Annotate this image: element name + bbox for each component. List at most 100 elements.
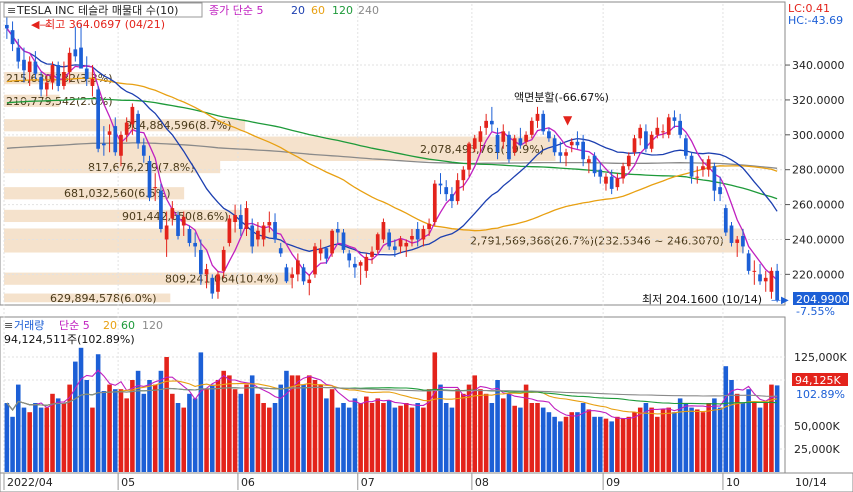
volume-bar bbox=[540, 407, 546, 472]
candle bbox=[27, 56, 32, 86]
candle bbox=[164, 211, 169, 257]
low-label: 최저 204.1600 (10/14) bbox=[642, 293, 762, 306]
volume-bars bbox=[4, 347, 780, 472]
volume-bar bbox=[67, 384, 72, 472]
candle-body bbox=[712, 166, 717, 191]
volume-bar bbox=[563, 416, 569, 472]
candle-body bbox=[353, 263, 357, 268]
candle bbox=[604, 173, 608, 191]
candle-body bbox=[404, 242, 409, 247]
volume-bar bbox=[672, 412, 677, 472]
volume-bar bbox=[227, 375, 232, 472]
candle bbox=[763, 270, 768, 292]
volume-bar bbox=[461, 393, 466, 472]
ma120-label: 120 bbox=[332, 4, 353, 17]
volume-bar bbox=[364, 396, 369, 472]
volume-bar bbox=[267, 407, 272, 472]
candle bbox=[324, 246, 329, 264]
candle-body bbox=[267, 222, 272, 226]
candle-body bbox=[290, 274, 295, 278]
volume-bar bbox=[215, 380, 221, 472]
volume-bar bbox=[546, 412, 552, 472]
candle-body bbox=[159, 190, 163, 229]
volume-ma20-label: 20 bbox=[103, 319, 117, 332]
volume-ma120-line bbox=[6, 386, 778, 411]
candle bbox=[16, 38, 21, 69]
candle-body bbox=[381, 222, 386, 240]
volume-axis-label: 125,000K bbox=[794, 351, 847, 364]
candle bbox=[90, 65, 95, 97]
candle bbox=[113, 117, 118, 156]
candle-body bbox=[626, 155, 631, 167]
volume-profile-label: 210,779,542(2.0%) bbox=[6, 95, 113, 108]
candle-body bbox=[278, 248, 283, 254]
candle bbox=[432, 180, 437, 226]
candle-body bbox=[552, 138, 557, 153]
volume-bar bbox=[329, 389, 335, 472]
candle-body bbox=[170, 208, 175, 219]
candle-body bbox=[119, 134, 123, 156]
ticker-box[interactable] bbox=[3, 2, 203, 18]
candle bbox=[701, 159, 705, 177]
candle bbox=[39, 72, 43, 97]
volume-bar bbox=[712, 398, 717, 472]
candle-body bbox=[318, 248, 323, 254]
candle bbox=[381, 218, 386, 243]
candle-body bbox=[4, 24, 9, 29]
ma5-line bbox=[6, 28, 778, 281]
date-axis-label: 05 bbox=[121, 476, 135, 489]
date-axis-label: 09 bbox=[606, 476, 620, 489]
volume-bar bbox=[221, 370, 226, 472]
candle bbox=[689, 152, 694, 184]
candle-body bbox=[198, 249, 203, 275]
last-pct-label: -7.55% bbox=[796, 305, 835, 318]
candle bbox=[529, 117, 534, 139]
volume-bar bbox=[683, 403, 689, 472]
volume-bar bbox=[284, 370, 289, 472]
volume-bar bbox=[609, 421, 614, 472]
candle bbox=[227, 215, 232, 247]
candle bbox=[712, 162, 717, 202]
volume-bar bbox=[438, 384, 443, 472]
volume-menu-icon[interactable]: ≡ bbox=[4, 319, 13, 332]
candle-body bbox=[683, 138, 688, 156]
candle-body bbox=[324, 248, 329, 259]
candle bbox=[581, 134, 586, 167]
candle-body bbox=[769, 270, 774, 292]
candle-body bbox=[347, 253, 352, 261]
volume-bar bbox=[466, 384, 472, 472]
candle-body bbox=[564, 152, 568, 156]
volume-bar bbox=[506, 393, 512, 472]
volume-bar bbox=[529, 403, 535, 472]
volume-bar bbox=[261, 403, 266, 472]
date-axis-label: 2022/04 bbox=[7, 476, 53, 489]
candle-body bbox=[478, 131, 483, 142]
candle-body bbox=[130, 106, 135, 125]
candle-body bbox=[33, 61, 38, 74]
volume-profile-label: 901,442,650(8.6%) bbox=[122, 210, 229, 223]
candle-body bbox=[558, 152, 563, 156]
volume-bar bbox=[10, 416, 15, 472]
candle bbox=[136, 110, 140, 149]
candle-body bbox=[295, 260, 300, 275]
candle-body bbox=[775, 270, 780, 301]
candle bbox=[632, 134, 637, 156]
volume-bar bbox=[175, 403, 181, 472]
volume-bar bbox=[478, 389, 483, 472]
volume-bar bbox=[774, 385, 780, 472]
candle-body bbox=[427, 223, 431, 229]
candle-body bbox=[495, 134, 500, 153]
volume-axis-label: 25,000K bbox=[794, 443, 840, 456]
volume-bar bbox=[489, 403, 495, 472]
volume-profile-label: 629,894,578(6.0%) bbox=[50, 292, 157, 305]
candle-body bbox=[524, 134, 528, 142]
last-price-tag bbox=[793, 292, 849, 305]
candle bbox=[421, 225, 426, 247]
candle bbox=[472, 134, 477, 153]
volume-bar bbox=[535, 403, 540, 472]
candle bbox=[769, 267, 774, 299]
volume-bar bbox=[523, 384, 529, 472]
menu-icon[interactable]: ≡ bbox=[7, 4, 16, 17]
candle-body bbox=[609, 176, 614, 189]
candle-body bbox=[678, 120, 683, 135]
